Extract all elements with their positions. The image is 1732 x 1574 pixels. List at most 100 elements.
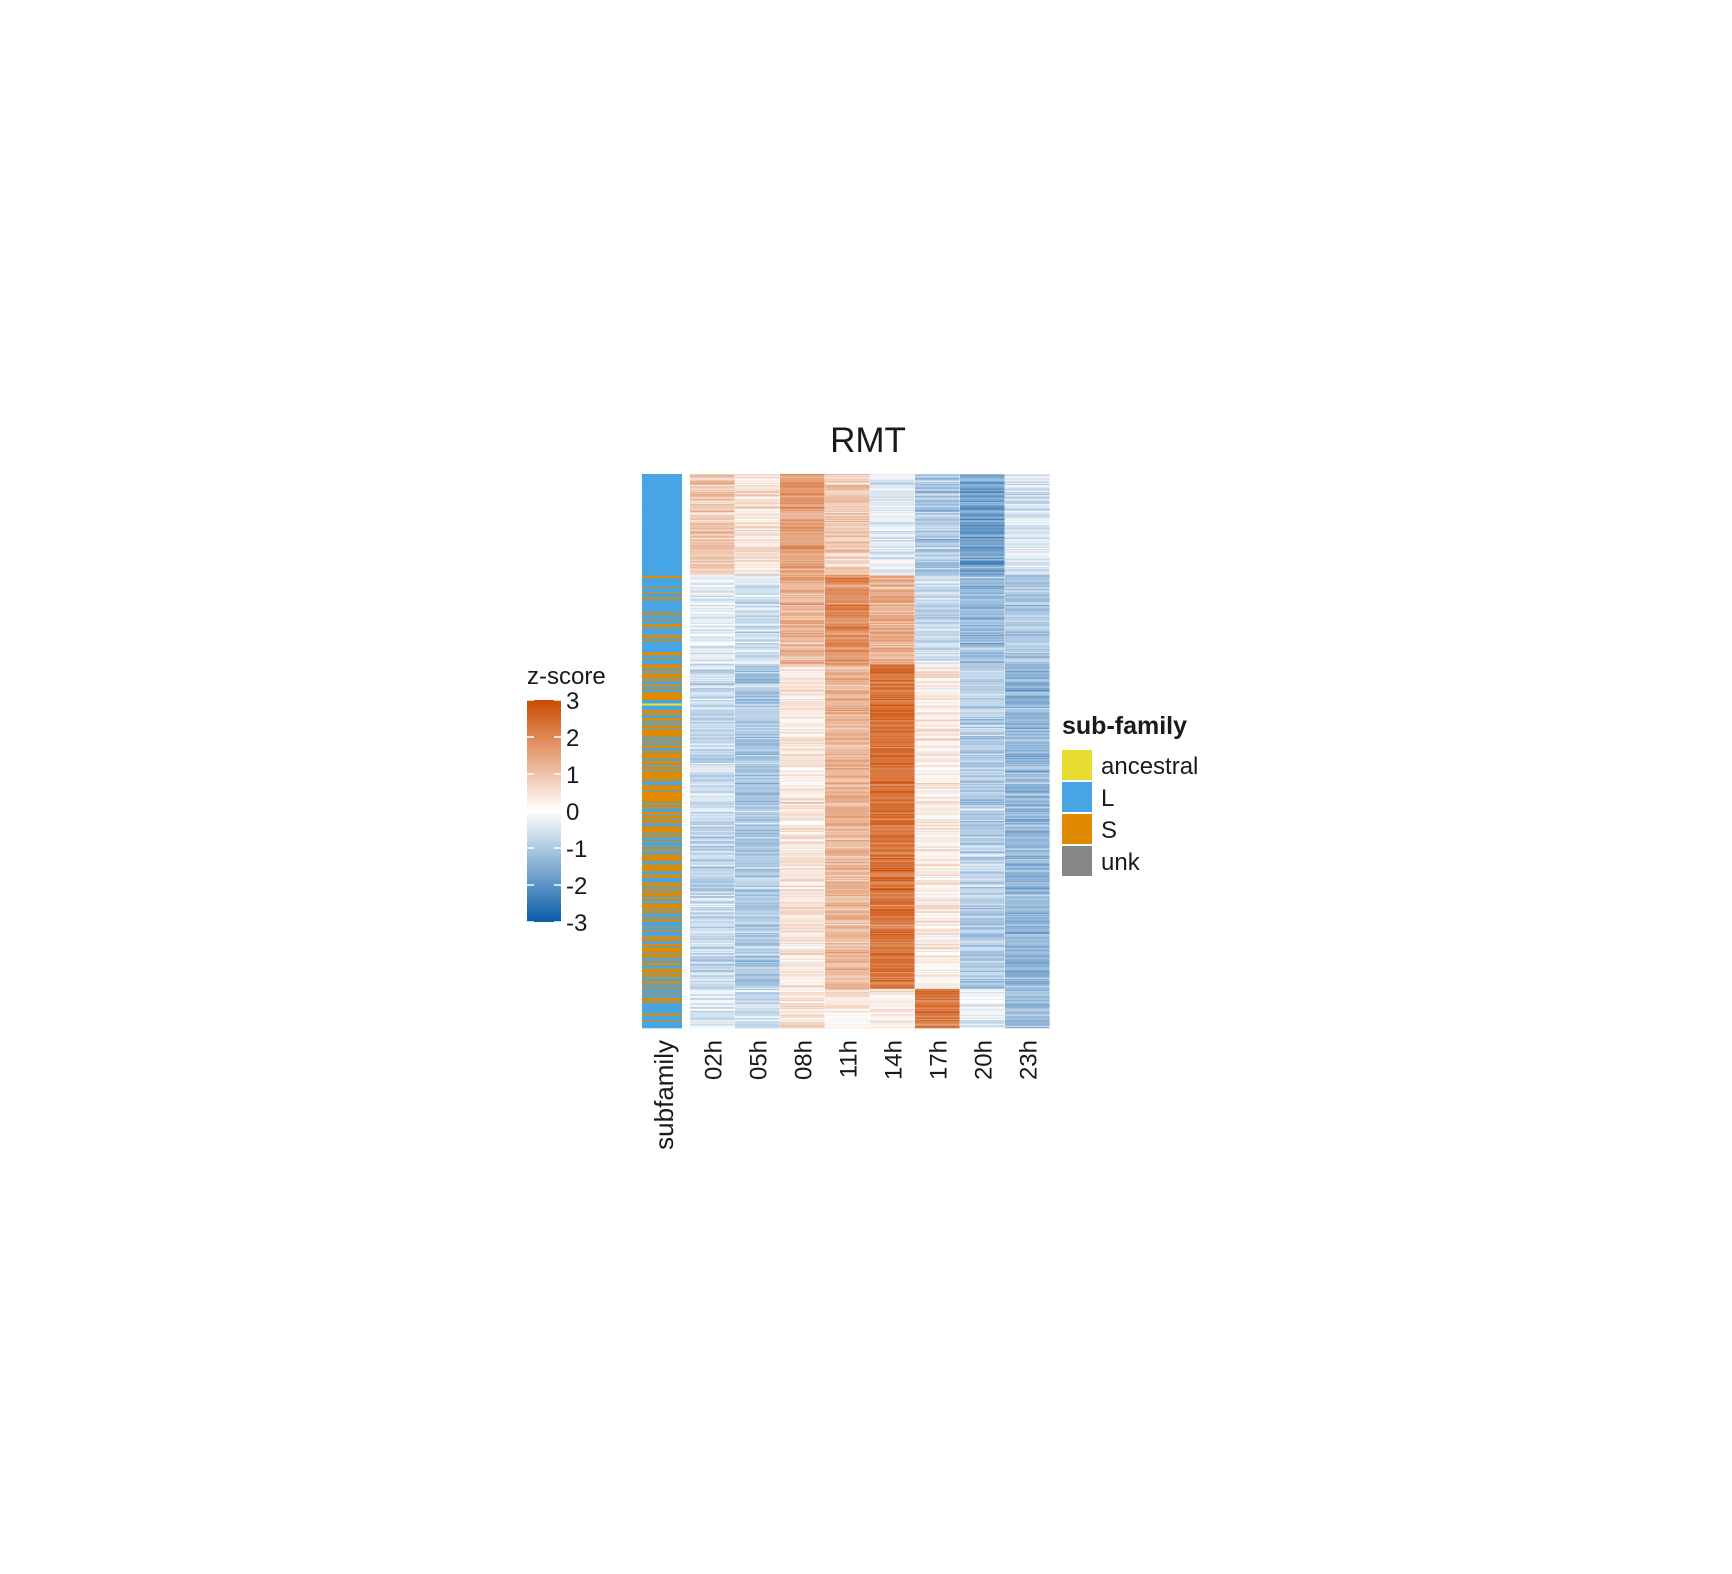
heatmap-cell bbox=[960, 837, 1005, 840]
heatmap-cell bbox=[780, 595, 825, 598]
heatmap-cell bbox=[915, 665, 960, 667]
heatmap-cell bbox=[825, 875, 870, 878]
heatmap-cell bbox=[690, 872, 735, 874]
heatmap-cell bbox=[960, 956, 1005, 958]
heatmap-cell bbox=[825, 660, 870, 663]
annotation-cell bbox=[642, 903, 682, 906]
heatmap-cell bbox=[915, 948, 960, 950]
heatmap-cell bbox=[825, 488, 870, 490]
heatmap-cell bbox=[780, 925, 825, 927]
heatmap-cell bbox=[915, 559, 960, 561]
heatmap-cell bbox=[690, 807, 735, 809]
heatmap-cell bbox=[915, 860, 960, 862]
annotation-cell bbox=[642, 801, 682, 804]
heatmap-cell bbox=[735, 662, 780, 664]
heatmap-cell bbox=[780, 845, 825, 847]
annotation-cell bbox=[642, 904, 682, 907]
heatmap-cell bbox=[870, 874, 915, 877]
heatmap-cell bbox=[1005, 714, 1050, 717]
heatmap-cell bbox=[1005, 651, 1050, 654]
heatmap-cell bbox=[690, 878, 735, 880]
heatmap-cell bbox=[780, 900, 825, 902]
heatmap-cell bbox=[825, 837, 870, 840]
heatmap-cell bbox=[690, 980, 735, 983]
heatmap-cell bbox=[1005, 779, 1050, 781]
heatmap-cell bbox=[780, 706, 825, 709]
heatmap-cell bbox=[735, 636, 780, 638]
heatmap-cell bbox=[915, 555, 960, 558]
heatmap-cell bbox=[825, 884, 870, 887]
heatmap-cell bbox=[825, 778, 870, 780]
heatmap-cell bbox=[780, 853, 825, 855]
heatmap-cell bbox=[825, 995, 870, 997]
heatmap-cell bbox=[915, 761, 960, 764]
heatmap-cell bbox=[825, 564, 870, 567]
heatmap-cell bbox=[735, 807, 780, 809]
heatmap-cell bbox=[690, 747, 735, 749]
heatmap-cell bbox=[825, 644, 870, 646]
heatmap-cell bbox=[735, 597, 780, 599]
heatmap-cell bbox=[825, 641, 870, 644]
heatmap-cell bbox=[870, 678, 915, 681]
heatmap-cell bbox=[780, 935, 825, 937]
heatmap-cell bbox=[915, 775, 960, 777]
heatmap-cell bbox=[690, 937, 735, 939]
chart-title: RMT bbox=[830, 421, 906, 460]
heatmap-cell bbox=[1005, 626, 1050, 628]
heatmap-cell bbox=[870, 852, 915, 854]
heatmap-cell bbox=[960, 892, 1005, 894]
annotation-cell bbox=[642, 569, 682, 571]
heatmap-cell bbox=[735, 579, 780, 581]
heatmap-cell bbox=[1005, 902, 1050, 905]
heatmap-cell bbox=[825, 696, 870, 699]
heatmap-cell bbox=[780, 822, 825, 824]
heatmap-cell bbox=[1005, 1022, 1050, 1024]
heatmap-cell bbox=[690, 591, 735, 593]
heatmap-cell bbox=[735, 474, 780, 476]
heatmap-cell bbox=[1005, 827, 1050, 830]
heatmap-cell bbox=[825, 745, 870, 748]
heatmap-cell bbox=[915, 995, 960, 997]
heatmap-cell bbox=[825, 909, 870, 911]
heatmap-cell bbox=[1005, 527, 1050, 530]
heatmap-cell bbox=[1005, 645, 1050, 647]
heatmap-cell bbox=[735, 982, 780, 984]
heatmap-cell bbox=[960, 601, 1005, 604]
heatmap-cell bbox=[780, 777, 825, 779]
heatmap-cell bbox=[870, 959, 915, 962]
heatmap-cell bbox=[1005, 696, 1050, 699]
annotation-cell bbox=[642, 512, 682, 514]
heatmap-cell bbox=[960, 504, 1005, 506]
heatmap-cell bbox=[870, 542, 915, 544]
heatmap-cell bbox=[870, 650, 915, 653]
heatmap-cell bbox=[825, 853, 870, 855]
heatmap-cell bbox=[780, 744, 825, 747]
heatmap-cell bbox=[690, 688, 735, 691]
heatmap-cell bbox=[825, 946, 870, 948]
annotation-cell bbox=[642, 587, 682, 589]
annotation-cell bbox=[642, 976, 682, 978]
heatmap-cell bbox=[960, 984, 1005, 986]
heatmap-cell bbox=[1005, 1023, 1050, 1025]
heatmap-cell bbox=[915, 880, 960, 882]
heatmap-cell bbox=[825, 491, 870, 494]
heatmap-cell bbox=[780, 487, 825, 489]
heatmap-cell bbox=[1005, 795, 1050, 797]
heatmap-cell bbox=[915, 589, 960, 591]
heatmap-cell bbox=[870, 626, 915, 628]
annotation-cell bbox=[642, 1002, 682, 1004]
heatmap-cell bbox=[915, 564, 960, 567]
heatmap-cell bbox=[870, 566, 915, 569]
heatmap-cell bbox=[825, 622, 870, 625]
heatmap-cell bbox=[780, 892, 825, 894]
heatmap-cell bbox=[825, 554, 870, 556]
heatmap-cell bbox=[1005, 953, 1050, 955]
colorbar-tick-label: 2 bbox=[566, 725, 579, 752]
heatmap-cell bbox=[960, 650, 1005, 653]
heatmap-cell bbox=[780, 835, 825, 837]
annotation-cell bbox=[642, 754, 682, 757]
heatmap-cell bbox=[1005, 825, 1050, 827]
heatmap-cell bbox=[1005, 864, 1050, 867]
annotation-cell bbox=[642, 744, 682, 747]
annotation-cell bbox=[642, 759, 682, 761]
